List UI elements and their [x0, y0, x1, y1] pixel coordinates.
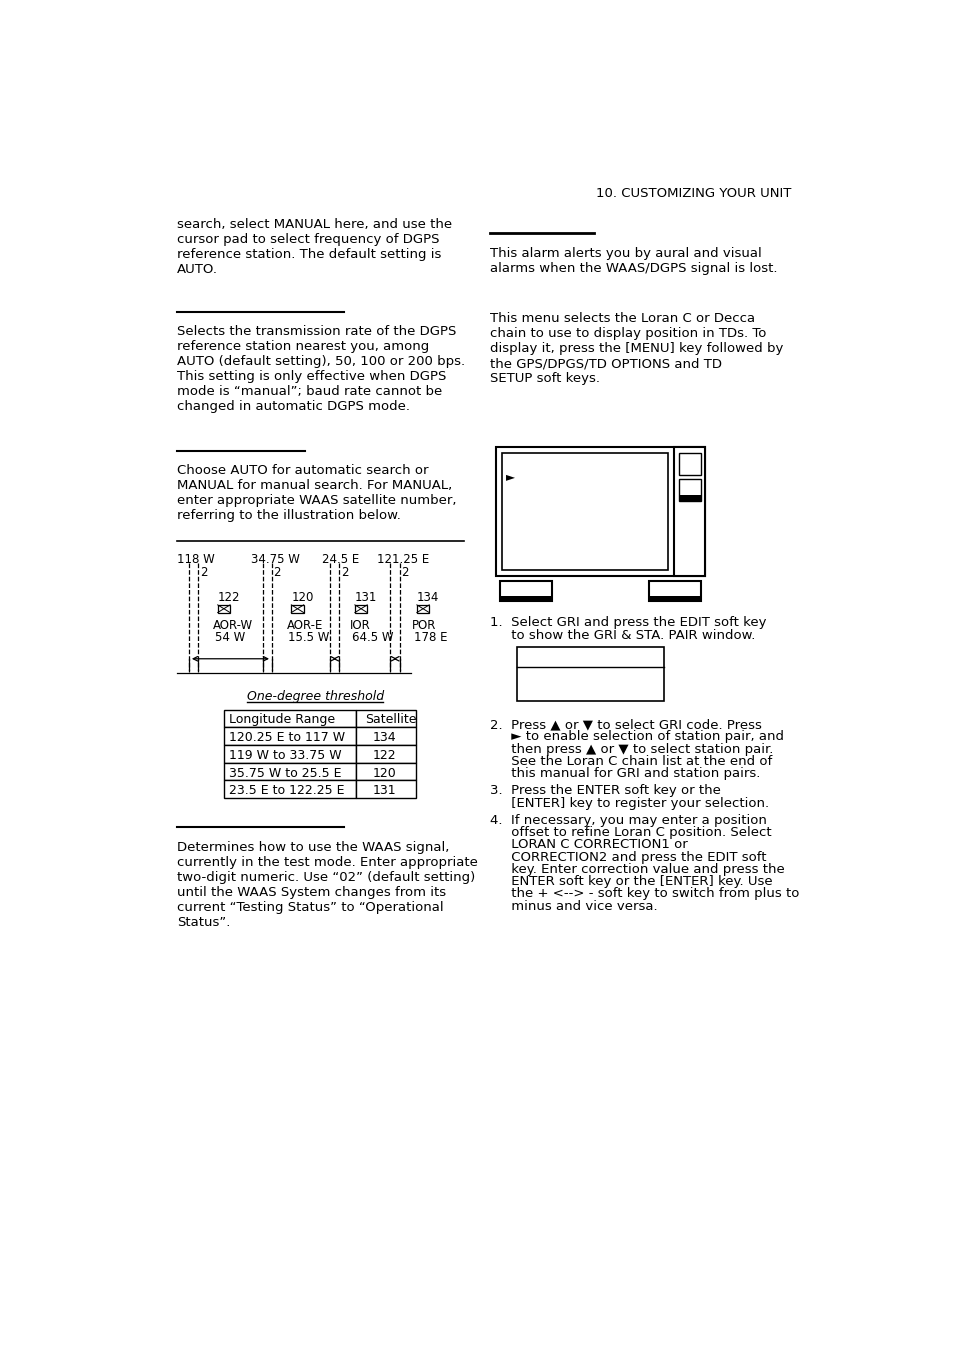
Bar	[496, 447, 704, 577]
Text: Choose AUTO for automatic search or
MANUAL for manual search. For MANUAL,
enter : Choose AUTO for automatic search or MANU…	[177, 463, 456, 521]
Text: 119 W to 33.75 W: 119 W to 33.75 W	[229, 748, 341, 762]
Text: Satellite: Satellite	[365, 713, 416, 727]
Text: AOR-E: AOR-E	[286, 619, 323, 632]
Text: LORAN C CORRECTION1 or: LORAN C CORRECTION1 or	[489, 838, 687, 851]
Bar	[648, 596, 700, 601]
Bar	[224, 763, 355, 781]
Bar	[355, 709, 416, 727]
Text: POR: POR	[412, 619, 436, 632]
Text: 2: 2	[274, 566, 281, 580]
Text: 122: 122	[217, 590, 240, 604]
Text: 131: 131	[373, 785, 395, 797]
Bar	[355, 744, 416, 763]
Text: 1.  Select GRI and press the EDIT soft key: 1. Select GRI and press the EDIT soft ke…	[489, 616, 765, 630]
Text: 120: 120	[291, 590, 314, 604]
Text: 10. CUSTOMIZING YOUR UNIT: 10. CUSTOMIZING YOUR UNIT	[596, 186, 790, 200]
Text: search, select MANUAL here, and use the
cursor pad to select frequency of DGPS
r: search, select MANUAL here, and use the …	[177, 218, 452, 276]
Text: to show the GRI & STA. PAIR window.: to show the GRI & STA. PAIR window.	[489, 628, 754, 642]
Text: This menu selects the Loran C or Decca
chain to use to display position in TDs. : This menu selects the Loran C or Decca c…	[489, 312, 782, 385]
Text: this manual for GRI and station pairs.: this manual for GRI and station pairs.	[489, 767, 760, 781]
Bar	[416, 605, 429, 612]
Bar	[224, 781, 355, 798]
Bar	[674, 447, 704, 577]
Bar	[501, 453, 667, 570]
Text: AOR-W: AOR-W	[213, 619, 253, 632]
Text: ENTER soft key or the [ENTER] key. Use: ENTER soft key or the [ENTER] key. Use	[489, 875, 772, 888]
Text: IOR: IOR	[350, 619, 371, 632]
Text: 24.5 E: 24.5 E	[322, 553, 359, 566]
Text: Selects the transmission rate of the DGPS
reference station nearest you, among
A: Selects the transmission rate of the DGP…	[177, 326, 465, 413]
Text: Determines how to use the WAAS signal,
currently in the test mode. Enter appropr: Determines how to use the WAAS signal, c…	[177, 842, 477, 929]
Bar	[679, 453, 700, 474]
Bar	[355, 781, 416, 798]
Text: See the Loran C chain list at the end of: See the Loran C chain list at the end of	[489, 755, 771, 767]
Text: 120.25 E to 117 W: 120.25 E to 117 W	[229, 731, 344, 744]
Text: 131: 131	[355, 590, 376, 604]
Text: 122: 122	[373, 748, 395, 762]
Text: ► to enable selection of station pair, and: ► to enable selection of station pair, a…	[489, 731, 782, 743]
Text: ►: ►	[505, 470, 515, 484]
Text: 34.75 W: 34.75 W	[251, 553, 299, 566]
Bar	[355, 763, 416, 781]
Bar	[679, 494, 700, 501]
Bar	[648, 581, 700, 601]
Text: 4.  If necessary, you may enter a position: 4. If necessary, you may enter a positio…	[489, 813, 766, 827]
Bar	[355, 605, 367, 612]
Text: 2.  Press ▲ or ▼ to select GRI code. Press: 2. Press ▲ or ▼ to select GRI code. Pres…	[489, 719, 760, 731]
Bar	[499, 581, 552, 601]
Text: 23.5 E to 122.25 E: 23.5 E to 122.25 E	[229, 785, 344, 797]
Bar	[355, 727, 416, 744]
Text: then press ▲ or ▼ to select station pair.: then press ▲ or ▼ to select station pair…	[489, 743, 772, 755]
Bar	[499, 596, 552, 601]
Bar	[224, 709, 355, 727]
Text: 2: 2	[340, 566, 348, 580]
Text: 3.  Press the ENTER soft key or the: 3. Press the ENTER soft key or the	[489, 785, 720, 797]
Text: 118 W: 118 W	[177, 553, 214, 566]
Text: 178 E: 178 E	[414, 631, 447, 644]
Bar	[217, 605, 230, 612]
Text: 120: 120	[373, 766, 396, 780]
Text: This alarm alerts you by aural and visual
alarms when the WAAS/DGPS signal is lo: This alarm alerts you by aural and visua…	[489, 247, 777, 274]
Bar	[224, 744, 355, 763]
Text: the + <--> - soft key to switch from plus to: the + <--> - soft key to switch from plu…	[489, 888, 799, 901]
Text: 15.5 W: 15.5 W	[288, 631, 329, 644]
Text: 121.25 E: 121.25 E	[376, 553, 428, 566]
Bar	[224, 727, 355, 744]
Text: 134: 134	[373, 731, 395, 744]
Text: offset to refine Loran C position. Select: offset to refine Loran C position. Selec…	[489, 825, 771, 839]
Text: 2: 2	[199, 566, 207, 580]
Text: key. Enter correction value and press the: key. Enter correction value and press th…	[489, 863, 783, 875]
Bar	[291, 605, 303, 612]
Bar	[679, 480, 700, 501]
Text: 2: 2	[401, 566, 409, 580]
Text: 54 W: 54 W	[214, 631, 245, 644]
Text: Longitude Range: Longitude Range	[229, 713, 335, 727]
Text: 134: 134	[416, 590, 438, 604]
Text: 64.5 W: 64.5 W	[352, 631, 393, 644]
Text: [ENTER] key to register your selection.: [ENTER] key to register your selection.	[489, 797, 768, 809]
Text: One-degree threshold: One-degree threshold	[247, 689, 384, 703]
Text: minus and vice versa.: minus and vice versa.	[489, 900, 657, 913]
Bar	[517, 647, 663, 701]
Text: 35.75 W to 25.5 E: 35.75 W to 25.5 E	[229, 766, 340, 780]
Text: CORRECTION2 and press the EDIT soft: CORRECTION2 and press the EDIT soft	[489, 851, 765, 863]
